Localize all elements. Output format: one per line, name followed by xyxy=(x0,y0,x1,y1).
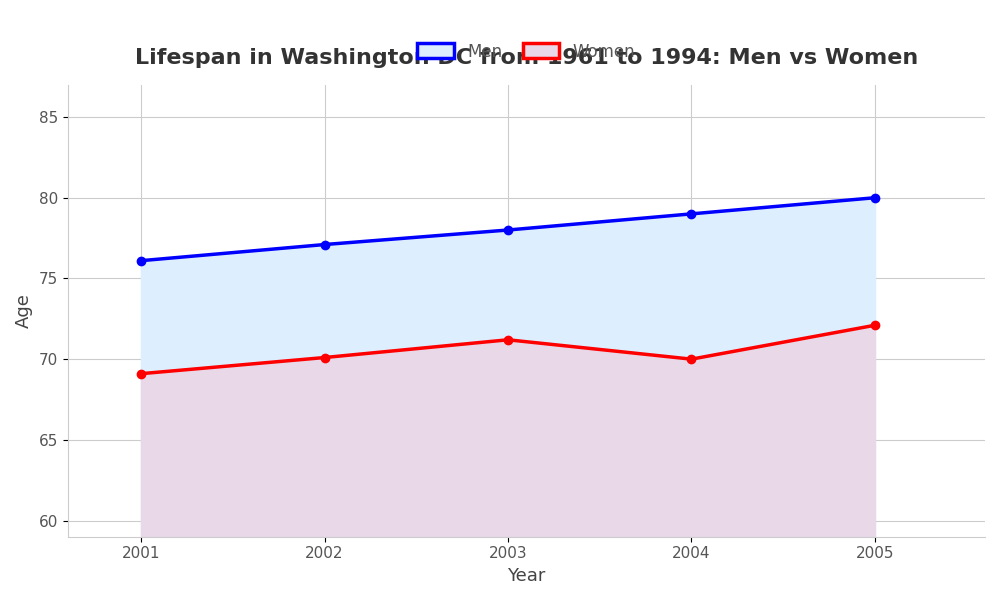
Y-axis label: Age: Age xyxy=(15,293,33,328)
Title: Lifespan in Washington DC from 1961 to 1994: Men vs Women: Lifespan in Washington DC from 1961 to 1… xyxy=(135,48,918,68)
X-axis label: Year: Year xyxy=(507,567,546,585)
Legend: Men, Women: Men, Women xyxy=(409,34,644,69)
